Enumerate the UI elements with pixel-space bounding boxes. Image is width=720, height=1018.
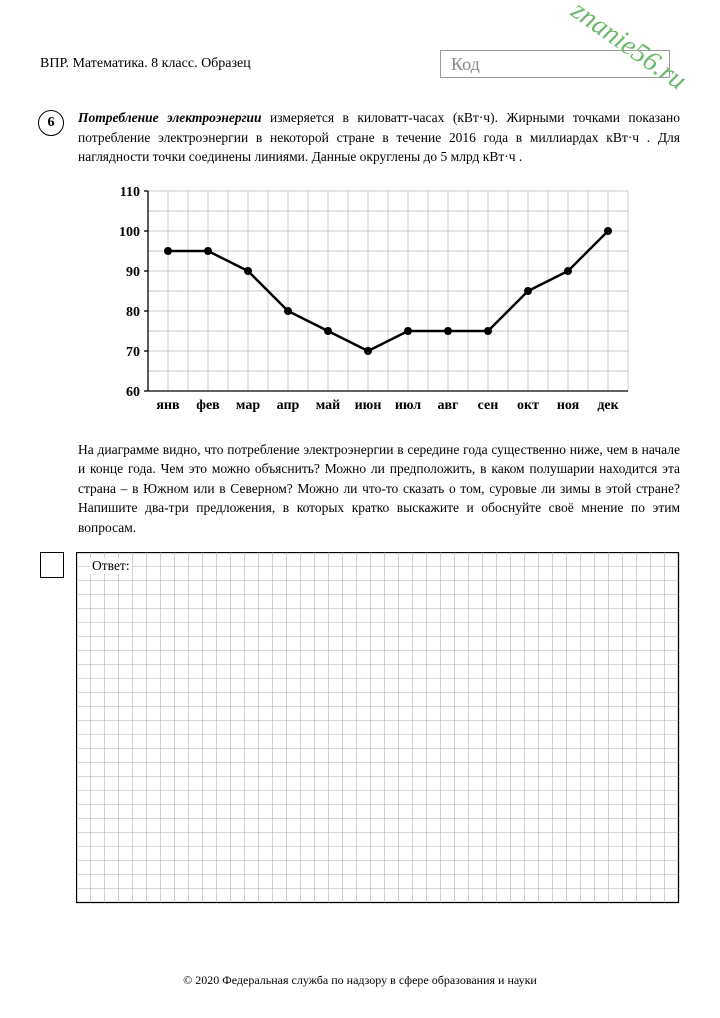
answer-grid-wrap: Ответ: [76,552,680,909]
svg-text:100: 100 [119,225,140,240]
line-chart: 60 70 80 90 100 110 янв фев мар апр майиюниюл авг се… [100,181,640,421]
code-input-box[interactable]: Код [440,50,670,78]
evaluation-checkbox[interactable] [40,552,64,578]
task-text: Потребление электроэнергии измеряется в … [78,108,680,167]
svg-text:авг: авг [438,398,459,413]
svg-text:фев: фев [196,398,220,413]
svg-text:80: 80 [126,305,140,320]
svg-text:апр: апр [277,398,300,413]
page-footer: © 2020 Федеральная служба по надзору в с… [0,973,720,988]
svg-text:90: 90 [126,265,140,280]
answer-grid[interactable] [76,552,680,904]
task-number-badge: 6 [38,110,64,136]
svg-text:июл: июл [395,398,421,413]
svg-text:ноя: ноя [557,398,580,413]
svg-text:окт: окт [517,398,539,413]
svg-text:мар: мар [236,398,260,413]
page: znanie56.ru ВПР. Математика. 8 класс. Об… [0,0,720,939]
code-label: Код [451,54,480,75]
task-intro-bold: Потребление электроэнергии [78,110,262,125]
header: ВПР. Математика. 8 класс. Образец Код [40,50,680,78]
svg-text:дек: дек [597,398,619,413]
svg-text:110: 110 [120,185,140,200]
task-block: 6 Потребление электроэнергии измеряется … [40,108,680,167]
svg-text:70: 70 [126,345,140,360]
task-question-text: На диаграмме видно, что потребление элек… [78,440,680,538]
svg-text:60: 60 [126,385,140,400]
svg-text:сен: сен [478,398,499,413]
answer-label: Ответ: [90,558,132,574]
watermark: znanie56.ru [565,0,692,97]
svg-text:май: май [316,398,341,413]
header-subject: ВПР. Математика. 8 класс. Образец [40,56,251,72]
svg-text:июн: июн [355,398,382,413]
svg-text:янв: янв [156,398,180,413]
answer-block: Ответ: [40,552,680,909]
chart-container: 60 70 80 90 100 110 янв фев мар апр майиюниюл авг се… [100,181,680,426]
